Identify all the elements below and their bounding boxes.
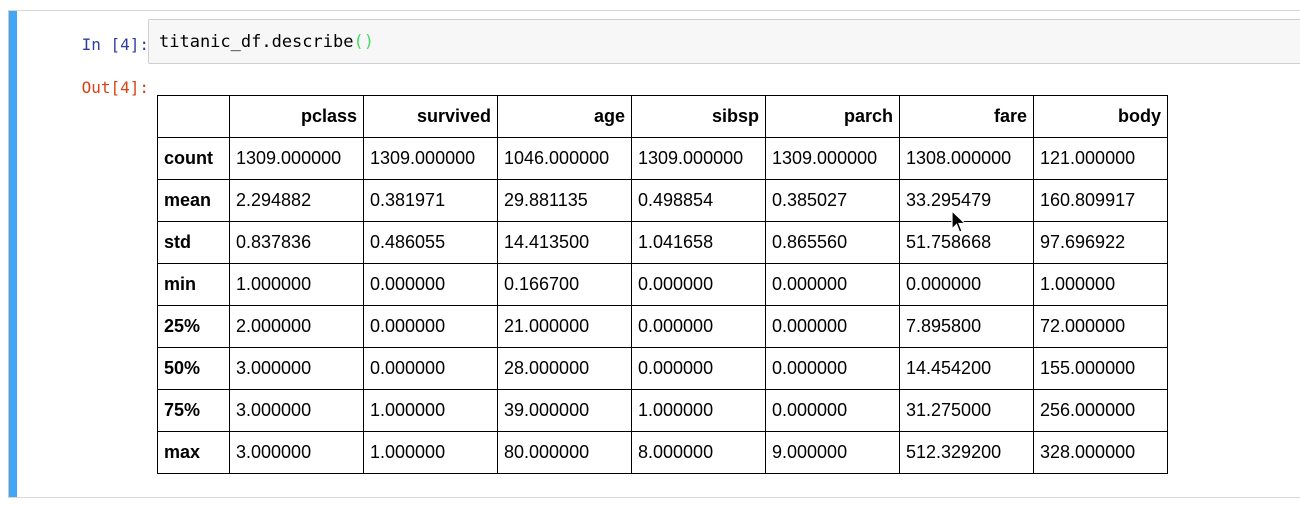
table-row: 50% 3.000000 0.000000 28.000000 0.000000 0.00… — [157, 347, 1168, 390]
table-cell: 1.000000 — [1033, 263, 1168, 306]
table-cell: 256.000000 — [1033, 389, 1168, 432]
table-cell: 14.454200 — [899, 347, 1034, 390]
table-cell: 28.000000 — [497, 347, 632, 390]
table-cell: 31.275000 — [899, 389, 1034, 432]
table-cell: 0.000000 — [765, 347, 900, 390]
table-row: std 0.837836 0.486055 14.413500 1.041658 0.86… — [157, 221, 1168, 264]
table-row: count 1309.000000 1309.000000 1046.000000 13… — [157, 137, 1168, 180]
table-cell: 3.000000 — [229, 389, 364, 432]
table-cell: 0.498854 — [631, 179, 766, 222]
column-header-sibsp: sibsp — [631, 95, 766, 138]
table-cell: 0.000000 — [765, 263, 900, 306]
row-label: 75% — [157, 389, 230, 432]
code-text: titanic_df.describe — [159, 32, 354, 52]
table-cell: 1.000000 — [631, 389, 766, 432]
table-cell: 0.000000 — [363, 263, 498, 306]
table-cell: 21.000000 — [497, 305, 632, 348]
output-area: pclass survived age sibsp parch fare body coun… — [157, 95, 1168, 474]
table-cell: 9.000000 — [765, 431, 900, 474]
table-cell: 1.041658 — [631, 221, 766, 264]
table-cell: 72.000000 — [1033, 305, 1168, 348]
table-row: 25% 2.000000 0.000000 21.000000 0.000000 0.00… — [157, 305, 1168, 348]
table-cell: 33.295479 — [899, 179, 1034, 222]
row-label: min — [157, 263, 230, 306]
table-cell: 0.000000 — [363, 305, 498, 348]
table-cell: 155.000000 — [1033, 347, 1168, 390]
table-cell: 3.000000 — [229, 347, 364, 390]
code-line[interactable]: titanic_df.describe() — [159, 32, 374, 52]
column-header-fare: fare — [899, 95, 1034, 138]
table-cell: 97.696922 — [1033, 221, 1168, 264]
row-label: std — [157, 221, 230, 264]
column-header-pclass: pclass — [229, 95, 364, 138]
table-cell: 0.385027 — [765, 179, 900, 222]
table-cell: 39.000000 — [497, 389, 632, 432]
table-cell: 0.000000 — [631, 347, 766, 390]
table-cell: 8.000000 — [631, 431, 766, 474]
table-cell: 51.758668 — [899, 221, 1034, 264]
row-label: count — [157, 137, 230, 180]
table-cell: 0.000000 — [765, 305, 900, 348]
table-cell: 0.837836 — [229, 221, 364, 264]
column-header-survived: survived — [363, 95, 498, 138]
code-parens: () — [353, 32, 374, 52]
table-cell: 3.000000 — [229, 431, 364, 474]
table-cell: 1308.000000 — [899, 137, 1034, 180]
table-cell: 1309.000000 — [631, 137, 766, 180]
table-cell: 1309.000000 — [229, 137, 364, 180]
input-prompt: In [4]: — [81, 35, 149, 54]
table-cell: 14.413500 — [497, 221, 632, 264]
table-cell: 121.000000 — [1033, 137, 1168, 180]
table-cell: 29.881135 — [497, 179, 632, 222]
table-row: 75% 3.000000 1.000000 39.000000 1.000000 0.00… — [157, 389, 1168, 432]
table-cell: 0.000000 — [631, 263, 766, 306]
table-cell: 1309.000000 — [765, 137, 900, 180]
table-body: count 1309.000000 1309.000000 1046.000000 13… — [157, 137, 1168, 474]
index-header — [157, 95, 230, 138]
table-row: max 3.000000 1.000000 80.000000 8.000000 9.00… — [157, 431, 1168, 474]
table-cell: 1.000000 — [229, 263, 364, 306]
table-cell: 1046.000000 — [497, 137, 632, 180]
column-header-parch: parch — [765, 95, 900, 138]
table-cell: 0.486055 — [363, 221, 498, 264]
row-label: 50% — [157, 347, 230, 390]
table-cell: 512.329200 — [899, 431, 1034, 474]
row-label: max — [157, 431, 230, 474]
selected-cell-indicator — [9, 11, 17, 497]
table-cell: 0.166700 — [497, 263, 632, 306]
table-cell: 0.865560 — [765, 221, 900, 264]
row-label: mean — [157, 179, 230, 222]
table-header-row: pclass survived age sibsp parch fare body — [157, 95, 1168, 138]
table-cell: 0.381971 — [363, 179, 498, 222]
table-cell: 1.000000 — [363, 431, 498, 474]
table-row: mean 2.294882 0.381971 29.881135 0.498854 0.3… — [157, 179, 1168, 222]
table-cell: 0.000000 — [765, 389, 900, 432]
table-cell: 1.000000 — [363, 389, 498, 432]
column-header-age: age — [497, 95, 632, 138]
table-cell: 80.000000 — [497, 431, 632, 474]
table-cell: 0.000000 — [363, 347, 498, 390]
code-cell[interactable]: In [4]: titanic_df.describe() Out[4]: pc… — [8, 10, 1300, 498]
column-header-body: body — [1033, 95, 1168, 138]
table-cell: 0.000000 — [631, 305, 766, 348]
table-cell: 160.809917 — [1033, 179, 1168, 222]
table-cell: 2.000000 — [229, 305, 364, 348]
table-cell: 1309.000000 — [363, 137, 498, 180]
row-label: 25% — [157, 305, 230, 348]
table-cell: 7.895800 — [899, 305, 1034, 348]
table-cell: 2.294882 — [229, 179, 364, 222]
table-cell: 0.000000 — [899, 263, 1034, 306]
table-row: min 1.000000 0.000000 0.166700 0.000000 0.000… — [157, 263, 1168, 306]
table-cell: 328.000000 — [1033, 431, 1168, 474]
dataframe-table: pclass survived age sibsp parch fare body coun… — [157, 95, 1168, 474]
mouse-pointer-icon — [951, 210, 967, 233]
output-prompt: Out[4]: — [81, 78, 149, 97]
code-input-editor[interactable]: titanic_df.describe() — [148, 19, 1300, 64]
